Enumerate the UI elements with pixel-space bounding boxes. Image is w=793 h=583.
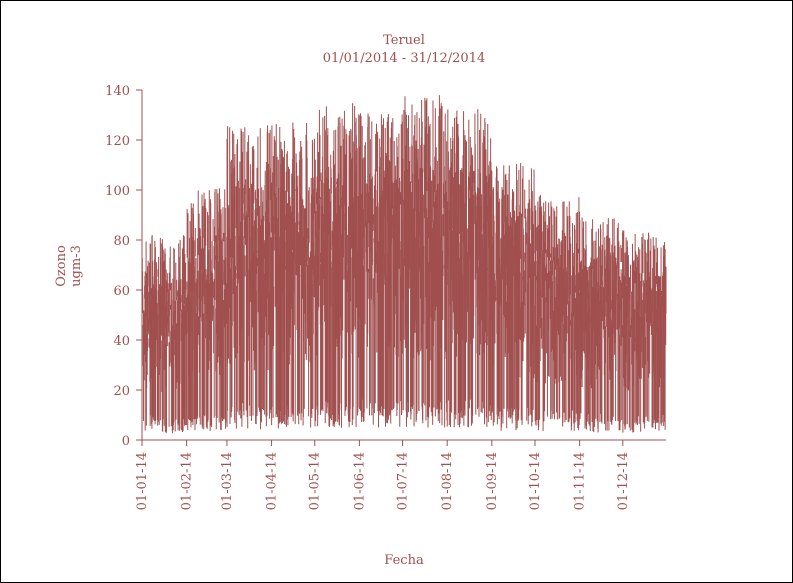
y-tick-label: 80 (113, 234, 130, 249)
x-tick-label: 01-01-14 (135, 452, 150, 510)
x-tick-label: 01-06-14 (352, 452, 367, 510)
x-tick-label: 01-07-14 (396, 452, 411, 510)
y-axis-ticks: 0 20 40 60 80 100 120 140 (105, 84, 142, 449)
x-tick-label: 01-04-14 (265, 452, 280, 510)
y-tick-label: 100 (105, 184, 130, 199)
x-tick-label: 01-12-14 (616, 452, 631, 510)
x-axis-label: Fecha (384, 553, 424, 568)
y-axis-label-line2: ugm-3 (69, 245, 84, 287)
x-tick-label: 01-11-14 (573, 452, 588, 510)
y-tick-label: 120 (105, 134, 130, 149)
x-axis-ticks: 01-01-14 01-02-14 01-03-14 01-04-14 01-05-14… (135, 440, 631, 510)
x-tick-label: 01-03-14 (220, 452, 235, 510)
y-axis-label-line1: Ozono (54, 245, 69, 287)
x-tick-label: 01-08-14 (440, 452, 455, 510)
y-tick-label: 40 (113, 334, 130, 349)
x-tick-label: 01-09-14 (485, 452, 500, 510)
x-tick-label: 01-02-14 (180, 452, 195, 510)
y-tick-label: 0 (122, 434, 130, 449)
y-tick-label: 60 (113, 284, 130, 299)
x-tick-label: 01-10-14 (528, 452, 543, 510)
data-series (141, 95, 667, 434)
y-tick-label: 20 (113, 384, 130, 399)
y-tick-label: 140 (105, 84, 130, 99)
chart-subtitle: 01/01/2014 - 31/12/2014 (323, 51, 486, 66)
chart-title: Teruel (383, 33, 425, 48)
x-tick-label: 01-05-14 (308, 452, 323, 510)
